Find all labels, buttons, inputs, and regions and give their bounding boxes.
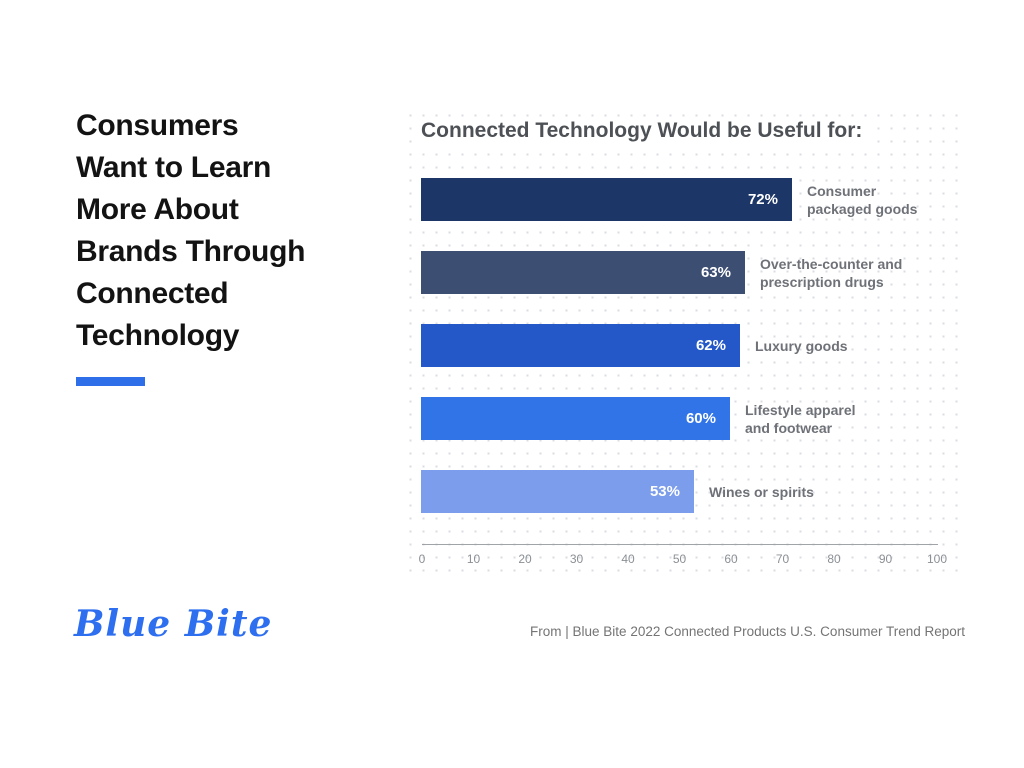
bar-row: 63% Over-the-counter and prescription drug… — [421, 251, 962, 294]
bar-category-label: Wines or spirits — [709, 483, 814, 500]
bar: 62% — [421, 324, 740, 367]
bar-value-label: 63% — [700, 264, 731, 281]
bar: 63% — [421, 251, 745, 294]
bar-row: 53% Wines or spirits — [421, 470, 962, 513]
bar-row: 60% Lifestyle apparel and footwear — [421, 397, 962, 440]
bar-category-label: Over-the-counter and prescription drugs — [760, 255, 903, 290]
x-axis-tick-label: 100 — [926, 552, 948, 566]
bar-value-label: 72% — [747, 191, 778, 208]
source-attribution: From | Blue Bite 2022 Connected Products… — [530, 624, 965, 639]
x-axis-tick-label: 30 — [569, 552, 584, 566]
chart-area: Connected Technology Would be Useful for… — [400, 112, 962, 582]
bar-category-label: Luxury goods — [755, 337, 848, 354]
x-axis-tick-label: 80 — [827, 552, 841, 566]
x-axis-tick-label: 20 — [518, 552, 532, 566]
chart-title: Connected Technology Would be Useful for… — [421, 119, 869, 143]
blue-bite-logo: Blue Bite — [74, 603, 273, 645]
headline-accent-bar — [76, 377, 145, 386]
bar-value-label: 62% — [695, 337, 726, 354]
x-axis-tick-label: 10 — [466, 552, 481, 566]
bar-category-label: Lifestyle apparel and footwear — [745, 401, 856, 436]
x-axis-line — [422, 544, 938, 545]
x-axis-tick-label: 40 — [621, 552, 635, 566]
headline: Consumers Want to Learn More About Brands T… — [76, 109, 306, 352]
bar-row: 72% Consumer packaged goods — [421, 178, 962, 221]
x-axis-tick-label: 60 — [724, 552, 738, 566]
x-axis-tick-label: 50 — [672, 552, 687, 566]
bar-row: 62% Luxury goods — [421, 324, 962, 367]
bar: 53% — [421, 470, 694, 513]
bar-category-label: Consumer packaged goods — [807, 182, 918, 217]
x-axis-tick-label: 90 — [878, 552, 893, 566]
bar-value-label: 60% — [685, 410, 716, 427]
bar: 72% — [421, 178, 792, 221]
x-axis-tick-label: 70 — [775, 552, 790, 566]
bar-value-label: 53% — [649, 483, 680, 500]
bar: 60% — [421, 397, 730, 440]
x-axis-tick-label: 0 — [418, 552, 426, 566]
